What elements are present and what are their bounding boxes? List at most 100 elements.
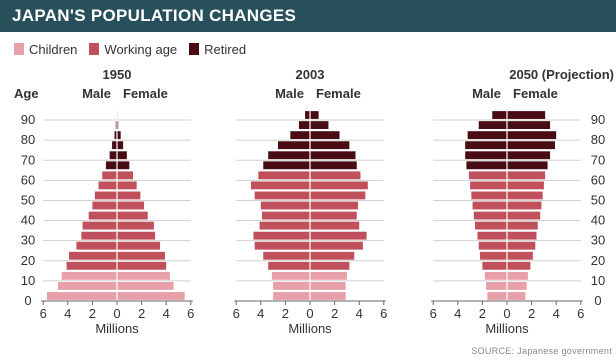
bar-male-0-6 — [81, 231, 117, 240]
bar-female-2-3 — [507, 261, 531, 270]
x-tick-label-1-1: 4 — [257, 306, 264, 321]
bar-male-2-6 — [477, 231, 507, 240]
bar-male-1-10 — [254, 191, 310, 200]
bar-female-0-17 — [117, 121, 119, 130]
x-axis-label-1: Millions — [288, 321, 332, 336]
bar-female-0-3 — [117, 261, 167, 270]
bar-male-1-12 — [258, 171, 310, 180]
male-label-2: Male — [472, 86, 501, 101]
bar-male-2-1 — [486, 281, 507, 290]
bar-female-2-12 — [507, 171, 546, 180]
bar-female-1-14 — [310, 151, 356, 160]
bar-male-0-5 — [76, 241, 117, 250]
bar-male-2-4 — [479, 251, 507, 260]
bar-male-1-3 — [268, 261, 310, 270]
bar-male-1-5 — [254, 241, 310, 250]
bar-male-1-0 — [273, 292, 310, 300]
bar-male-2-17 — [478, 121, 507, 130]
y-tick-label-0-6: 60 — [21, 172, 35, 187]
bar-female-2-2 — [507, 271, 528, 280]
legend-label-working-age: Working age — [104, 41, 178, 57]
bar-male-2-12 — [468, 171, 507, 180]
x-tick-label-0-4: 2 — [138, 306, 145, 321]
y-tick-label-0-3: 30 — [21, 233, 35, 248]
bar-male-0-16 — [114, 131, 117, 140]
bar-male-0-8 — [88, 211, 117, 220]
bar-female-2-9 — [507, 201, 542, 210]
male-label-0: Male — [82, 86, 111, 101]
bar-female-1-1 — [310, 281, 346, 290]
bar-female-1-7 — [310, 221, 360, 230]
bar-male-2-13 — [466, 161, 507, 170]
bar-female-2-14 — [507, 151, 551, 160]
bar-male-1-9 — [260, 201, 310, 210]
x-tick-label-1-0: 6 — [233, 306, 240, 321]
legend: Children Working age Retired — [14, 40, 258, 58]
bar-male-2-10 — [471, 191, 507, 200]
x-tick-label-1-3: 0 — [306, 306, 313, 321]
bar-male-1-11 — [250, 181, 310, 190]
bar-female-1-13 — [310, 161, 357, 170]
bar-female-1-8 — [310, 211, 357, 220]
bar-male-0-1 — [57, 281, 117, 290]
bar-male-1-4 — [263, 251, 310, 260]
x-tick-label-0-6: 6 — [187, 306, 194, 321]
x-tick-label-1-5: 4 — [356, 306, 363, 321]
x-tick-label-1-6: 6 — [380, 306, 387, 321]
bar-male-2-7 — [475, 221, 507, 230]
bar-male-1-16 — [290, 131, 310, 140]
bar-female-2-11 — [507, 181, 544, 190]
bar-female-2-13 — [507, 161, 548, 170]
x-tick-label-0-3: 0 — [113, 306, 120, 321]
x-tick-label-2-3: 0 — [503, 306, 510, 321]
chart-title-2: 2050 (Projection) — [509, 67, 614, 82]
bar-female-1-16 — [310, 131, 340, 140]
bar-male-0-2 — [61, 271, 117, 280]
bar-male-2-8 — [473, 211, 507, 220]
bar-male-0-9 — [92, 201, 117, 210]
bar-male-2-3 — [482, 261, 507, 270]
bar-female-0-7 — [117, 221, 154, 230]
bar-female-1-12 — [310, 171, 361, 180]
bar-female-1-10 — [310, 191, 366, 200]
bar-male-1-15 — [278, 141, 310, 150]
y-tick-label-2-6: 60 — [591, 172, 605, 187]
bar-male-0-0 — [46, 292, 117, 300]
chart-header: JAPAN'S POPULATION CHANGES — [0, 0, 616, 32]
legend-label-retired: Retired — [204, 41, 247, 57]
bar-male-0-13 — [105, 161, 117, 170]
y-tick-label-0-9: 90 — [21, 112, 35, 127]
legend-swatch-working-age — [89, 43, 100, 55]
x-tick-label-2-1: 4 — [454, 306, 461, 321]
bar-male-1-2 — [271, 271, 310, 280]
bar-female-2-1 — [507, 281, 527, 290]
bar-male-1-7 — [259, 221, 310, 230]
bar-male-2-5 — [478, 241, 507, 250]
bar-female-2-0 — [507, 292, 526, 300]
legend-label-children: Children — [29, 41, 78, 57]
bar-female-2-4 — [507, 251, 533, 260]
x-tick-label-0-5: 4 — [163, 306, 170, 321]
chart-title-1: 2003 — [296, 67, 325, 82]
bar-male-0-3 — [66, 261, 117, 270]
bar-female-2-10 — [507, 191, 543, 200]
bar-female-2-16 — [507, 131, 557, 140]
bar-female-2-8 — [507, 211, 541, 220]
y-tick-label-2-9: 90 — [591, 112, 605, 127]
bar-male-2-15 — [465, 141, 507, 150]
legend-item-children: Children — [14, 42, 77, 57]
legend-swatch-retired — [189, 43, 200, 55]
bar-female-2-7 — [507, 221, 538, 230]
bar-male-2-0 — [487, 292, 507, 300]
bar-female-0-12 — [117, 171, 133, 180]
bar-female-1-4 — [310, 251, 355, 260]
legend-swatch-children — [14, 43, 24, 55]
y-tick-label-0-2: 20 — [21, 253, 35, 268]
bar-female-0-8 — [117, 211, 148, 220]
bar-male-0-10 — [94, 191, 117, 200]
bar-female-2-18 — [507, 111, 546, 119]
bar-male-2-18 — [492, 111, 507, 119]
bar-female-0-13 — [117, 161, 130, 170]
x-tick-label-1-4: 2 — [331, 306, 338, 321]
